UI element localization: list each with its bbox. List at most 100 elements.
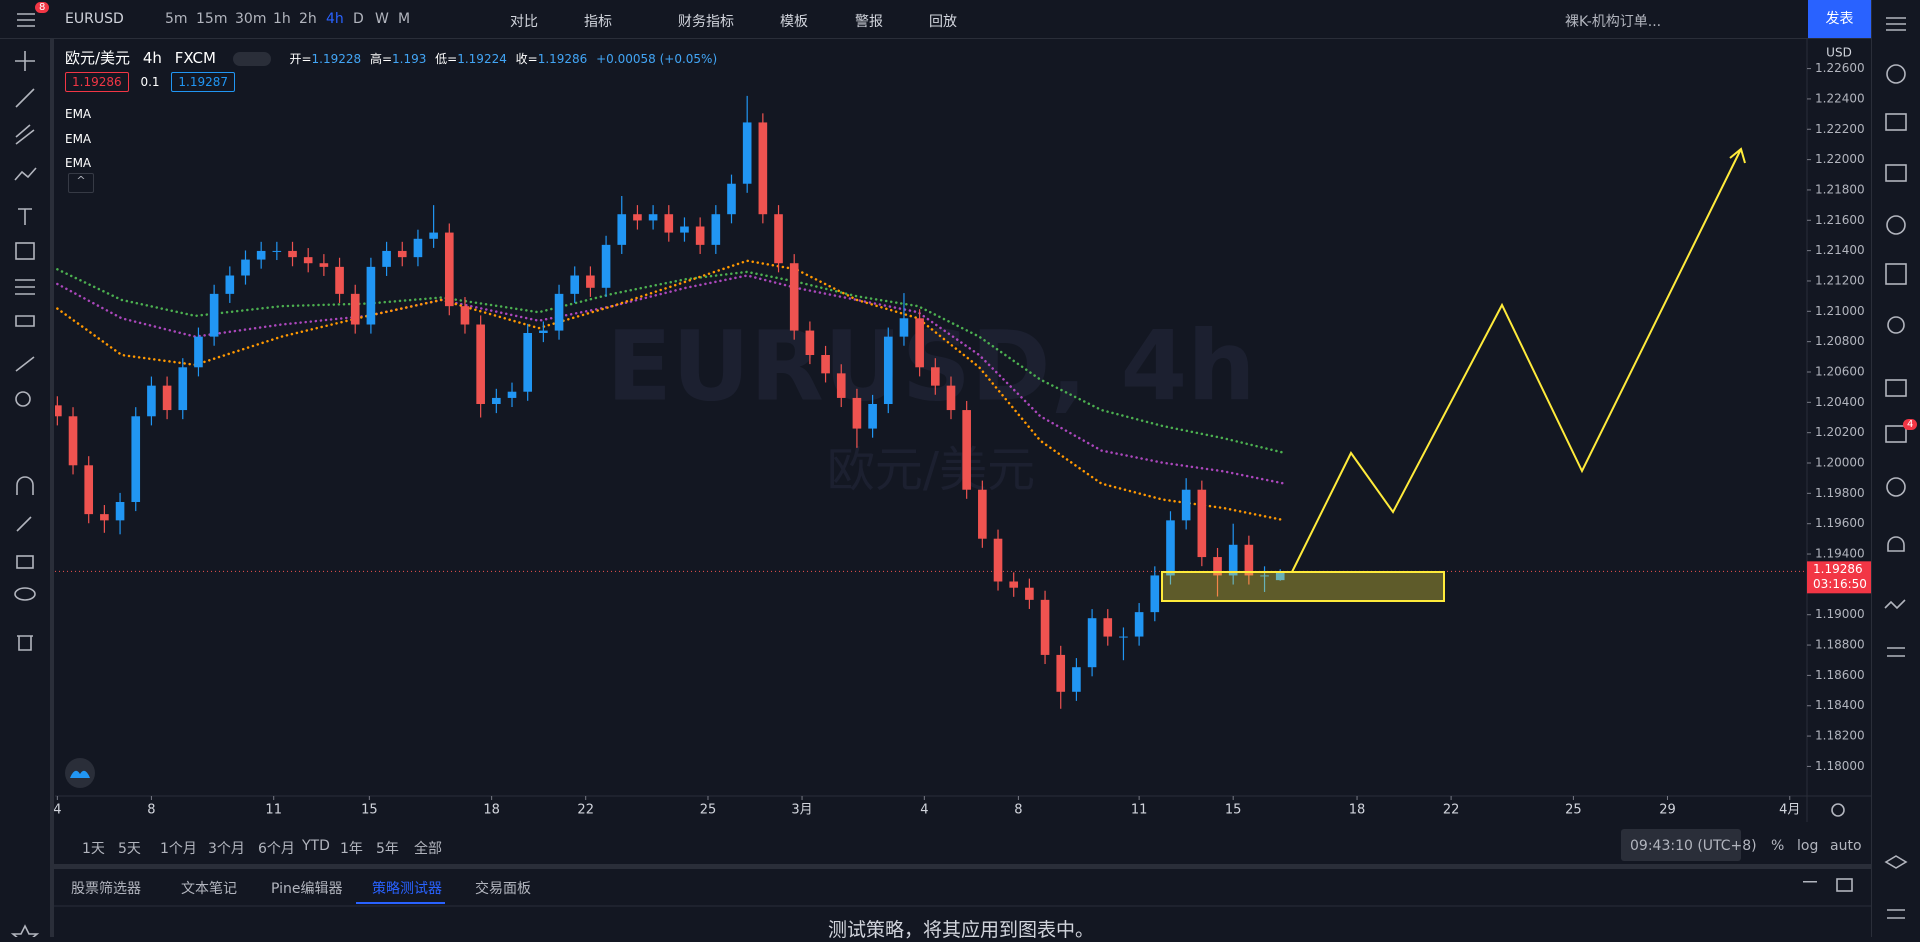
lock-draw-tool[interactable] [16,516,32,532]
templates[interactable]: 模板 [780,14,808,30]
candle-body [915,318,924,368]
range-button[interactable]: 全部 [414,841,442,857]
x-tick-label: 15 [361,803,378,818]
icon-tool[interactable] [15,315,35,327]
alert[interactable]: 警报 [855,14,883,30]
candle-body [272,250,282,252]
close-value: 1.19286 [537,52,588,66]
x-tick-label: 22 [1443,803,1460,818]
hide-tool[interactable] [14,587,36,601]
interval[interactable]: D [353,11,364,27]
candle-body [194,336,203,368]
compare[interactable]: 对比 [510,14,538,30]
panel-tab[interactable]: 策略测试器 [372,881,442,897]
symbol[interactable]: EURUSD [65,11,124,27]
text-tool[interactable] [18,208,32,225]
open-label: 开= [289,52,312,66]
shape-tool[interactable] [15,242,35,260]
candle-body [554,293,564,331]
interval[interactable]: 5m [165,11,188,27]
interval[interactable]: 1h [273,11,291,27]
watchlist-star[interactable] [10,924,40,942]
range-button[interactable]: YTD [302,838,330,854]
candle-body [836,373,846,398]
logo[interactable] [65,758,95,788]
delete-tool[interactable] [17,635,33,651]
range-button[interactable]: 3个月 [208,841,245,857]
percent-toggle[interactable]: % [1771,838,1785,854]
ema-label[interactable]: EMA [65,131,92,146]
ask[interactable]: 1.19287 [171,72,235,92]
candle-body [147,385,156,417]
candle-body [413,238,423,258]
candle-body [1166,520,1175,576]
range-button[interactable]: 6个月 [258,841,295,857]
panel-message: 测试策略，将其应用到图表中。 [827,919,1095,941]
magnet-tool[interactable] [16,476,34,495]
collapse-button[interactable]: ^ [68,173,94,193]
candle-body [1040,599,1050,655]
y-tick-label: 1.19000 [1815,607,1865,621]
logo-mark [70,770,90,778]
indicators[interactable]: 指标 [584,14,612,30]
panel-tab[interactable]: 股票筛选器 [71,881,141,897]
measure-tool[interactable] [15,356,35,372]
range-button[interactable]: 5年 [376,841,399,857]
y-tick-label: 1.21800 [1815,182,1865,196]
candle-body [931,367,940,386]
publish-button[interactable]: 发表 [1808,0,1871,38]
status-pill [232,51,271,66]
candle-body [162,385,172,411]
range-button[interactable]: 1个月 [160,841,197,857]
cross-tool[interactable] [15,51,35,71]
candle-body [633,214,642,221]
ema-label[interactable]: EMA [65,156,92,170]
range-button[interactable]: 5天 [118,841,141,857]
range-button[interactable]: 1年 [340,841,363,857]
interval[interactable]: 15m [196,11,228,27]
lock-tool[interactable] [16,555,34,569]
spread: 0.1 [140,75,160,89]
candle-body [225,275,235,294]
legend-title[interactable]: 欧元/美元 [65,49,131,67]
line-tool[interactable] [15,88,35,108]
interval[interactable]: 2h [299,11,317,27]
interval[interactable]: 30m [235,11,267,27]
panel-tab[interactable]: Pine编辑器 [271,881,343,897]
projection-path[interactable] [1291,148,1742,573]
panel-tab[interactable]: 文本笔记 [181,881,237,897]
x-tick-label: 4月 [1779,803,1800,818]
minimize-icon[interactable] [1803,881,1817,883]
y-tick-label: 1.21000 [1815,304,1865,318]
panel-tab[interactable]: 交易面板 [475,881,531,897]
interval[interactable]: 4h [326,11,344,27]
candle-body [131,416,141,502]
y-tick-label: 1.20600 [1815,364,1865,378]
auto-toggle[interactable]: auto [1830,838,1862,854]
menu-icon[interactable] [16,11,36,29]
watermark-subtitle: 欧元/美元 [827,442,1035,498]
layout-name[interactable]: 裸K-机构订单... [1565,14,1662,30]
financials[interactable]: 财务指标 [678,14,734,30]
candle-body [570,275,580,294]
x-tick-label: 18 [483,803,500,818]
bid[interactable]: 1.19286 [65,72,129,92]
zone-rectangle[interactable] [1161,571,1445,602]
prediction-tool[interactable] [15,279,35,295]
candle-body [789,263,799,331]
range-button[interactable]: 1天 [82,841,105,857]
pattern-tool[interactable] [14,167,37,181]
ema-label[interactable]: EMA [65,107,92,121]
candle-body [476,324,485,404]
zoom-tool[interactable] [15,391,31,407]
interval[interactable]: M [398,11,411,27]
log-toggle[interactable]: log [1797,838,1819,854]
fib-tool[interactable] [15,124,35,145]
maximize-icon[interactable] [1836,878,1853,892]
candle-body [55,405,62,417]
candle-body [115,501,125,521]
settings-icon[interactable] [1831,803,1845,817]
interval[interactable]: W [375,11,389,27]
replay[interactable]: 回放 [929,14,957,30]
